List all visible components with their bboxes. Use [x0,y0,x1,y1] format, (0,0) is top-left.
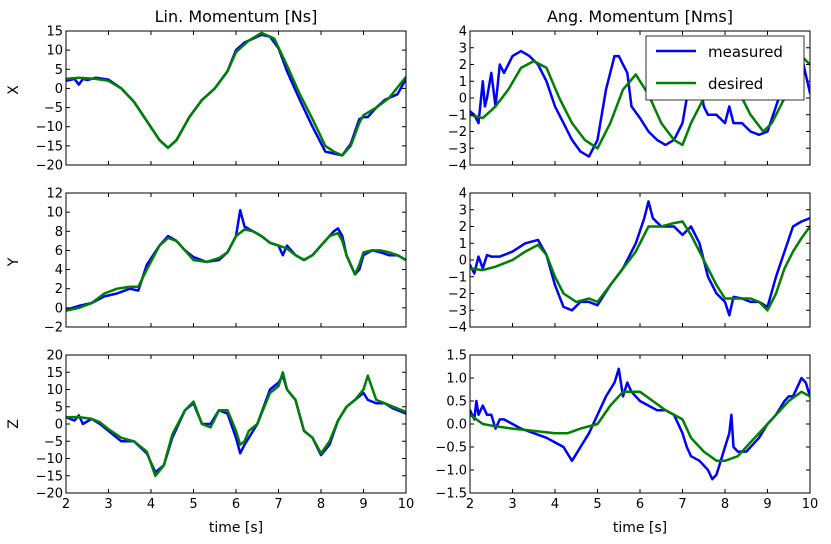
panel-y-lin-ytick-label-4: 4 [55,263,63,278]
panel-x-lin-ytick-label--10: −10 [36,120,63,135]
panel-x-lin-ytick-label-10: 10 [46,44,63,59]
panel-y-ang: −4 −3 −2 −10 1 2 34 [448,187,811,336]
panel-y-ang-ytick-label--2: −2 [448,287,467,302]
panel-x-ang-line-measured [470,49,810,158]
panel-y-ang-ytick-label-3: 3 [459,203,467,218]
panel-y-ang-ytick-label--4: −4 [448,321,467,336]
panel-z-ang-ytick-label-0: 0.0 [446,418,467,433]
legend-label-desired: desired [708,75,763,93]
panel-z-lin-xtick-label-2: 2 [62,497,70,512]
panel-z-lin-ytick-label-20: 20 [46,349,63,364]
panel-z-lin-ytick-label--5: −5 [44,435,63,450]
panel-z-ang-line-desired [470,390,810,463]
panel-z-lin: 2 3 4 5 6 7 8 9 10 −20 −15 −10 −5 0 5 10 15 20 [36,349,415,513]
panel-y-lin-ytick-label--2: −2 [44,321,63,336]
panel-x-ang-ytick-label-1: 1 [459,75,467,90]
panel-z-ang-ytick-label-0.5: 0.5 [446,395,467,410]
panel-x-ang-ytick-label-3: 3 [459,41,467,56]
panel-z-ang-ytick-label-1.5: 1.5 [446,349,467,364]
panel-z-ang-ytick-label-1: 1.0 [446,372,467,387]
panel-z-ang-xtick-label-4: 4 [551,497,559,512]
panel-y-lin-line-desired [66,228,406,312]
ylabel-row-x: X [6,85,22,95]
panel-z-lin-xtick-label-8: 8 [317,497,325,512]
ylabel-row-z: Z [6,419,22,429]
panel-y-lin-ytick-label-2: 2 [55,282,63,297]
panel-x-ang-ytick-label-4: 4 [459,25,467,40]
panel-y-ang-line-desired [470,220,810,312]
ylabel-row-y: Y [6,257,22,267]
title-lin-momentum: Lin. Momentum [Ns] [155,7,318,26]
panel-z-lin-ytick-label-5: 5 [55,400,63,415]
panel-z-lin-xtick-label-7: 7 [274,497,282,512]
panel-y-ang-line-measured [470,200,810,317]
panel-z-lin-ytick-label--20: −20 [36,487,63,502]
panel-z-ang-ytick-label--1: −1.0 [435,464,467,479]
panel-z-ang-xtick-label-9: 9 [763,497,771,512]
panel-y-lin: −2 0 2 4 6 8 10 12 [44,187,407,336]
panel-z-ang-xtick-label-2: 2 [466,497,474,512]
panel-z-ang-xtick-label-10: 10 [802,497,819,512]
panel-z-lin-xtick-label-3: 3 [104,497,112,512]
panel-z-lin-ytick-label-10: 10 [46,383,63,398]
panel-z-lin-ytick-label-0: 0 [55,418,63,433]
panels-layer: −20−15−10−5051015−4−3−2−101234−202468101… [36,25,819,513]
panel-x-ang: −4 −3 −2 −10 1 2 34 [448,25,811,174]
panel-x-ang-line-desired [470,54,810,150]
xlabel-left: time [s] [209,520,263,536]
panel-x-ang-ytick-label-0: 0 [459,92,467,107]
panel-y-lin-ytick-label-10: 10 [46,206,63,221]
panel-x-ang-ytick-label--1: −1 [448,108,467,123]
panel-y-ang-ytick-label-4: 4 [459,187,467,202]
legend-box [645,35,805,101]
panel-x-ang-ytick-label--3: −3 [448,142,467,157]
panel-z-ang-xtick-label-8: 8 [721,497,729,512]
panel-z-lin-line-desired [66,371,406,478]
panel-z-ang-xtick-label-5: 5 [593,497,601,512]
legend-label-measured: measured [708,43,783,61]
panel-y-lin-ytick-label-0: 0 [55,301,63,316]
panel-x-lin-ytick-label-0: 0 [55,82,63,97]
panel-y-ang-ytick-label-0: 0 [459,254,467,269]
panel-x-lin-line-desired [66,31,406,157]
panel-z-lin-xtick-label-9: 9 [359,497,367,512]
panel-x-lin: −20 −15 −10 −5 0 5 10 15 [36,25,407,174]
legend: measured desired [645,35,805,101]
panel-x-lin-ytick-label-15: 15 [46,25,63,40]
panel-z-ang-xtick-label-3: 3 [508,497,516,512]
panel-x-lin-ytick-label-5: 5 [55,63,63,78]
panel-y-ang-ytick-label-1: 1 [459,237,467,252]
panel-y-ang-ytick-label--3: −3 [448,304,467,319]
panel-z-lin-xtick-label-10: 10 [398,497,415,512]
panel-y-lin-ytick-label-8: 8 [55,225,63,240]
panel-x-lin-ytick-label--5: −5 [44,101,63,116]
panel-z-lin-xtick-label-6: 6 [232,497,240,512]
panel-z-ang-ytick-label--1.5: −1.5 [435,487,467,502]
panel-z-lin-ytick-label--10: −10 [36,452,63,467]
panel-y-ang-ytick-label--1: −1 [448,270,467,285]
panel-z-lin-xtick-label-4: 4 [147,497,155,512]
xlabel-right: time [s] [613,520,667,536]
panel-z-lin-xtick-label-5: 5 [189,497,197,512]
panel-z-ang-ytick-label--0.5: −0.5 [435,441,467,456]
panel-z-ang-line-measured [470,367,810,481]
panel-z-lin-ytick-label-15: 15 [46,366,63,381]
title-ang-momentum: Ang. Momentum [Nms] [547,7,733,26]
panel-z-ang-xtick-label-7: 7 [678,497,686,512]
panel-x-ang-ytick-label-2: 2 [459,58,467,73]
panel-x-ang-ytick-label--2: −2 [448,125,467,140]
panel-y-lin-ytick-label-12: 12 [46,187,63,202]
panel-y-lin-ytick-label-6: 6 [55,244,63,259]
panel-x-lin-ytick-label--20: −20 [36,159,63,174]
panel-y-ang-ytick-label-2: 2 [459,220,467,235]
panel-x-lin-ytick-label--15: −15 [36,139,63,154]
panel-z-lin-ytick-label--15: −15 [36,469,63,484]
panel-z-ang: 2 3 4 5 6 7 8 9 10 −1.5 −1.0 −0.5 0.0 0.5 1.0 1.5 [435,349,818,513]
panel-x-ang-ytick-label--4: −4 [448,159,467,174]
panel-z-ang-xtick-label-6: 6 [636,497,644,512]
